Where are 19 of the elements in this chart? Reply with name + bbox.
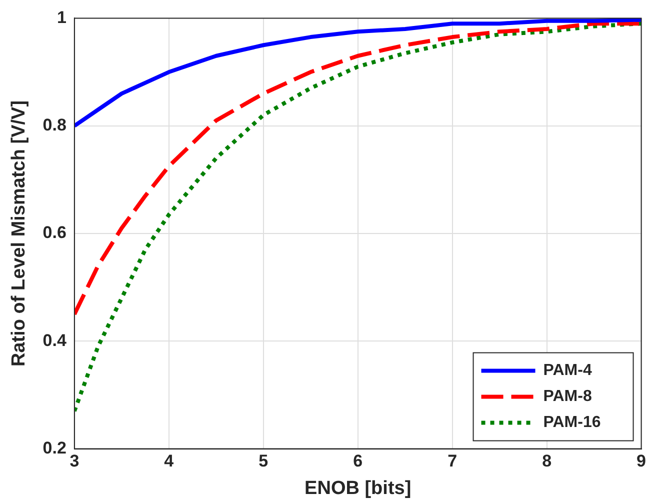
y-axis-title: Ratio of Level Mismatch [V/V]: [8, 100, 30, 367]
x-tick-label: 7: [448, 452, 458, 471]
y-tick-label: 1: [56, 8, 66, 27]
x-tick-label: 9: [636, 452, 646, 471]
x-tick-label: 8: [542, 452, 552, 471]
y-tick-label: 0.2: [42, 438, 66, 458]
x-tick-label: 5: [258, 452, 268, 471]
x-tick-label: 3: [70, 452, 80, 471]
line-series: [74, 22, 642, 414]
legend-label: PAM-4: [543, 362, 592, 380]
line-series: [74, 22, 642, 316]
x-tick-label: 4: [164, 452, 174, 471]
x-tick-label: 6: [353, 452, 363, 471]
y-tick-label: 0.4: [42, 330, 67, 350]
legend-label: PAM-8: [543, 388, 592, 406]
y-tick-label: 0.6: [42, 223, 66, 242]
y-tick-label: 0.8: [42, 116, 66, 135]
x-axis-title: ENOB [bits]: [304, 478, 412, 499]
legend-label: PAM-16: [543, 414, 601, 432]
